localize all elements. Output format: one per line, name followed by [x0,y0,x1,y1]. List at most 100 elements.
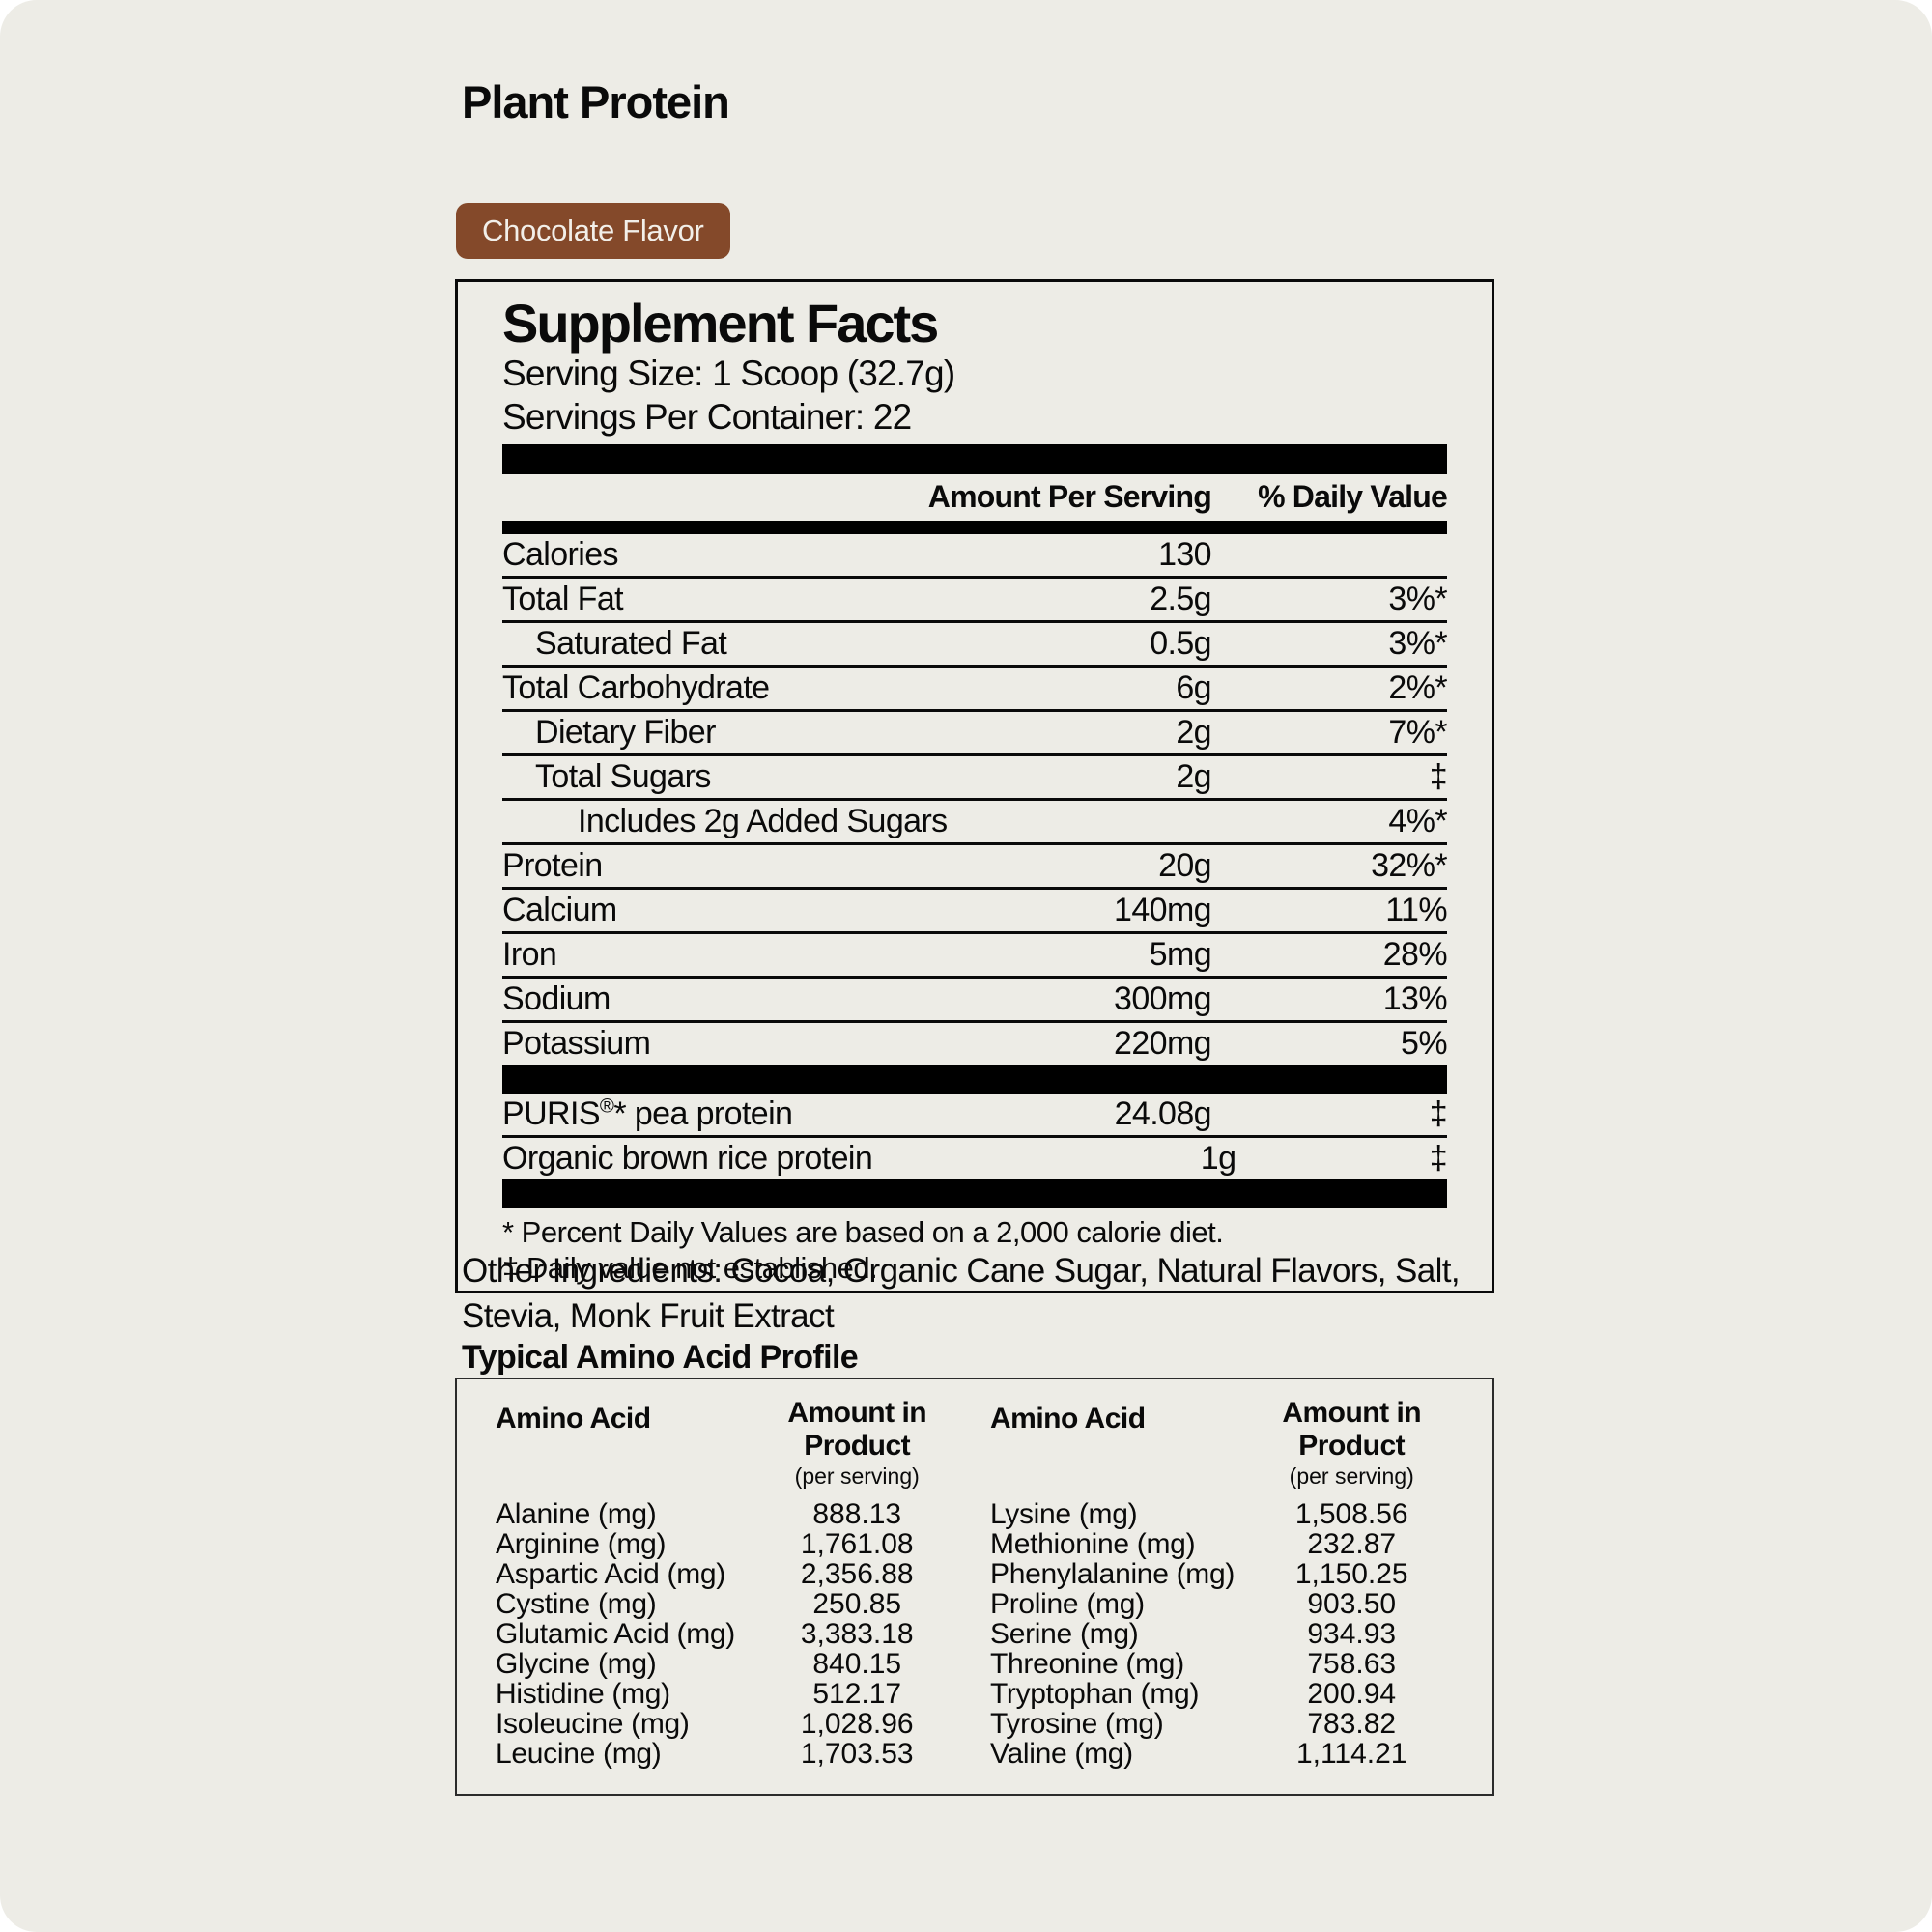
amino-value: 903.50 [1307,1588,1397,1620]
amino-row: Cystine (mg) 250.85 [496,1589,965,1619]
amount-col-header-sub: (per serving) [1289,1463,1414,1489]
amino-value: 1,150.25 [1294,1558,1408,1590]
nutrient-daily-value: 13% [1382,980,1448,1017]
amount-col-header-title: Amount in Product [1282,1397,1422,1462]
nutrient-label: Protein [502,847,603,884]
nutrient-amount: 220mg [1114,1025,1212,1062]
amino-name: Lysine (mg) [990,1498,1138,1530]
nutrient-label: PURIS®* pea protein [502,1095,793,1132]
nutrient-daily-value: ‡ [1429,1095,1448,1132]
amino-value: 840.15 [812,1648,902,1680]
nutrient-amount: 2g [1176,714,1211,751]
amino-name: Aspartic Acid (mg) [496,1558,725,1590]
amino-row: Methionine (mg) 232.87 [990,1529,1460,1559]
supplement-facts-panel: Supplement Facts Serving Size: 1 Scoop (… [455,279,1494,1293]
divider-bar-section [502,1065,1447,1094]
nutrient-label: Organic brown rice protein [502,1140,873,1177]
amino-row: Lysine (mg) 1,508.56 [990,1499,1460,1529]
amino-name: Phenylalanine (mg) [990,1558,1236,1590]
amino-row: Leucine (mg) 1,703.53 [496,1739,965,1769]
supplement-facts-title: Supplement Facts [502,293,939,354]
amino-value: 758.63 [1307,1648,1397,1680]
serving-size: Serving Size: 1 Scoop (32.7g) [502,354,955,393]
page-title: Plant Protein [462,76,730,128]
amino-row: Proline (mg) 903.50 [990,1589,1460,1619]
nutrient-daily-value: ‡ [1429,758,1448,795]
nutrient-daily-value: 28% [1382,936,1448,973]
amino-row: Tyrosine (mg) 783.82 [990,1709,1460,1739]
amino-value: 1,703.53 [800,1738,914,1770]
amino-row: Isoleucine (mg) 1,028.96 [496,1709,965,1739]
nutrient-daily-value: 11% [1385,892,1447,928]
nutrient-row: Sodium 300mg 13% [502,979,1448,1023]
nutrient-label: Includes 2g Added Sugars [578,803,948,839]
nutrient-label: Potassium [502,1025,651,1062]
amino-name: Alanine (mg) [496,1498,657,1530]
amino-profile-title: Typical Amino Acid Profile [462,1339,859,1376]
amino-name: Serine (mg) [990,1618,1139,1650]
nutrient-row: Iron 5mg 28% [502,934,1448,979]
divider-bar-medium [502,521,1447,534]
nutrient-row: PURIS®* pea protein 24.08g ‡ [502,1094,1448,1138]
amino-header-row: Amino Acid Amount in Product (per servin… [990,1397,1460,1490]
proprietary-rows: PURIS®* pea protein 24.08g ‡ Organic brown … [502,1094,1448,1179]
nutrient-daily-value: 3%* [1388,581,1447,617]
amount-col-header: Amount in Product (per serving) [1243,1397,1460,1490]
amino-value: 250.85 [812,1588,902,1620]
nutrient-label: Total Fat [502,581,624,617]
amino-col-header: Amino Acid [496,1403,651,1435]
footnotes: * Percent Daily Values are based on a 2,… [502,1215,1447,1285]
amino-row: Glutamic Acid (mg) 3,383.18 [496,1619,965,1649]
amino-row: Threonine (mg) 758.63 [990,1649,1460,1679]
nutrient-daily-value: 7%* [1388,714,1447,751]
nutrient-amount: 2.5g [1150,581,1211,617]
amino-name: Glutamic Acid (mg) [496,1618,735,1650]
nutrient-daily-value: ‡ [1429,1140,1448,1177]
nutrient-amount: 1g [1200,1140,1236,1177]
amino-value: 1,028.96 [800,1708,914,1740]
nutrient-amount: 20g [1158,847,1212,884]
nutrient-label: Dietary Fiber [535,714,716,751]
amino-col-header: Amino Acid [990,1403,1146,1435]
nutrient-label: Iron [502,936,557,973]
amino-name: Proline (mg) [990,1588,1145,1620]
amino-name: Cystine (mg) [496,1588,657,1620]
nutrient-daily-value: 32%* [1371,847,1447,884]
nutrient-daily-value: 3%* [1388,625,1447,662]
nutrient-daily-value: 4%* [1388,803,1447,839]
amino-header-row: Amino Acid Amount in Product (per servin… [496,1397,965,1490]
amino-row: Glycine (mg) 840.15 [496,1649,965,1679]
nutrient-row: Dietary Fiber 2g 7%* [502,712,1448,756]
amino-name: Valine (mg) [990,1738,1133,1770]
nutrient-row: Potassium 220mg 5% [502,1023,1448,1065]
amino-value: 232.87 [1307,1528,1397,1560]
flavor-badge[interactable]: Chocolate Flavor [456,203,730,259]
amino-row: Tryptophan (mg) 200.94 [990,1679,1460,1709]
nutrient-amount: 5mg [1149,936,1212,973]
amino-name: Methionine (mg) [990,1528,1196,1560]
amino-row: Valine (mg) 1,114.21 [990,1739,1460,1769]
amino-profile-table: Amino Acid Amount in Product (per servin… [455,1378,1494,1796]
amino-value: 1,508.56 [1294,1498,1408,1530]
nutrient-label: Saturated Fat [535,625,727,662]
nutrient-amount: 130 [1158,536,1212,573]
col-header-daily-value: % Daily Value [1258,479,1448,514]
nutrient-amount: 2g [1176,758,1211,795]
amount-col-header-sub: (per serving) [794,1463,920,1489]
amino-value: 512.17 [812,1678,902,1710]
amino-value: 934.93 [1307,1618,1397,1650]
nutrient-row: Calcium 140mg 11% [502,890,1448,934]
amino-value: 2,356.88 [800,1558,914,1590]
amino-column-right: Amino Acid Amount in Product (per servin… [965,1397,1460,1769]
nutrient-amount: 140mg [1114,892,1212,928]
footnote: ‡ Daily value not established. [502,1251,878,1285]
amino-name: Leucine (mg) [496,1738,662,1770]
amount-col-header: Amount in Product (per serving) [749,1397,965,1490]
amount-col-header-title: Amount in Product [787,1397,927,1462]
nutrient-row: Includes 2g Added Sugars 4%* [502,801,1448,845]
nutrient-label: Total Carbohydrate [502,669,770,706]
nutrient-label: Total Sugars [535,758,711,795]
nutrient-row: Calories 130 [502,534,1447,579]
nutrient-label: Calories [502,536,619,573]
footnote: * Percent Daily Values are based on a 2,… [502,1215,1224,1249]
